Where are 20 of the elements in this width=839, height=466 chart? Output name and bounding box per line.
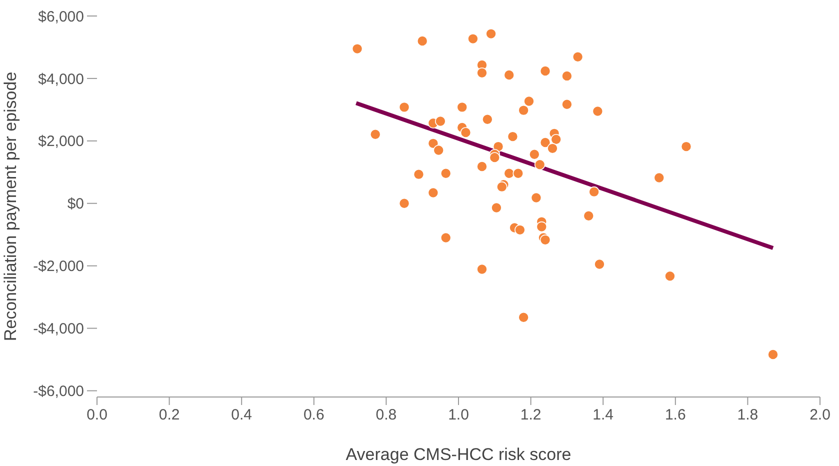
x-tick-label: 0.6 xyxy=(303,406,324,424)
y-tick-label: $6,000 xyxy=(38,8,84,26)
y-tick-label: -$4,000 xyxy=(33,320,84,338)
y-tick-label: -$6,000 xyxy=(33,383,84,400)
x-tick-label: 1.8 xyxy=(737,406,758,424)
y-tick-label: $0 xyxy=(67,196,84,213)
x-tick-label: 1.4 xyxy=(592,406,614,424)
x-tick-label: 1.6 xyxy=(664,406,686,424)
x-tick-label: 1.2 xyxy=(520,406,542,424)
x-tick-label: 0.0 xyxy=(86,406,108,424)
x-axis-title: Average CMS-HCC risk score xyxy=(346,445,572,464)
x-tick-label: 0.8 xyxy=(376,406,397,424)
x-tick-label: 1.0 xyxy=(448,406,469,424)
y-tick-label: $4,000 xyxy=(38,70,84,88)
y-axis-title: Reconciliation payment per episode xyxy=(1,72,20,342)
y-tick-label: -$2,000 xyxy=(33,258,84,276)
x-tick-label: 2.0 xyxy=(810,406,830,424)
x-tick-label: 0.2 xyxy=(158,406,180,424)
x-tick-label: 0.4 xyxy=(231,406,252,424)
y-tick-label: $2,000 xyxy=(38,133,84,150)
